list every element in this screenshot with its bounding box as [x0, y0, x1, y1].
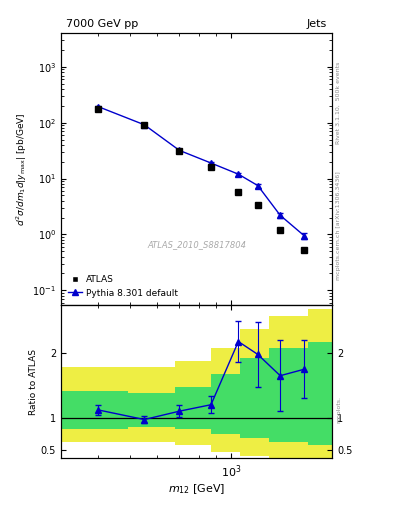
Text: Jets: Jets [307, 19, 327, 29]
X-axis label: $m_{12}$ [GeV]: $m_{12}$ [GeV] [168, 482, 225, 496]
Text: Rivet 3.1.10,  500k events: Rivet 3.1.10, 500k events [336, 61, 341, 143]
Y-axis label: $d^{2}\sigma/dm_1 d|y_{\rm max}|$ [pb/GeV]: $d^{2}\sigma/dm_1 d|y_{\rm max}|$ [pb/Ge… [15, 112, 29, 226]
Text: ATLAS_2010_S8817804: ATLAS_2010_S8817804 [147, 241, 246, 249]
Text: mcplots.: mcplots. [336, 396, 341, 423]
Legend: ATLAS, Pythia 8.301 default: ATLAS, Pythia 8.301 default [65, 272, 181, 300]
Y-axis label: Ratio to ATLAS: Ratio to ATLAS [29, 349, 38, 415]
Text: 7000 GeV pp: 7000 GeV pp [66, 19, 139, 29]
Text: mcplots.cern.ch [arXiv:1306.3436]: mcplots.cern.ch [arXiv:1306.3436] [336, 171, 341, 280]
